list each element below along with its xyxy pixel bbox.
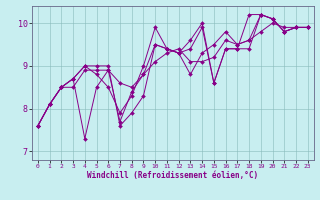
- X-axis label: Windchill (Refroidissement éolien,°C): Windchill (Refroidissement éolien,°C): [87, 171, 258, 180]
